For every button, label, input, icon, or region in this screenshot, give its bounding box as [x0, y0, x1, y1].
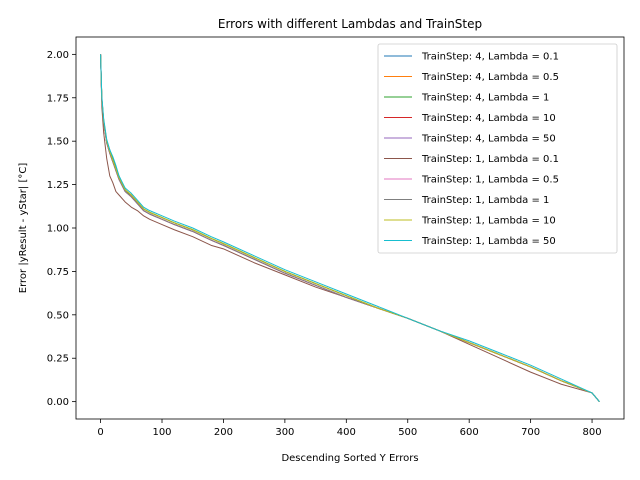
y-tick-label: 1.00 [47, 224, 69, 235]
legend-box [377, 43, 618, 254]
legend-label: TrainStep: 1, Lambda = 1 [421, 195, 549, 206]
y-tick-label: 1.25 [47, 180, 69, 191]
legend-label: TrainStep: 4, Lambda = 50 [421, 134, 556, 145]
legend-label: TrainStep: 1, Lambda = 0.1 [421, 154, 559, 165]
legend-label: TrainStep: 4, Lambda = 1 [421, 93, 549, 104]
y-tick-label: 1.50 [47, 137, 69, 148]
legend-label: TrainStep: 4, Lambda = 0.5 [421, 72, 559, 83]
legend-label: TrainStep: 1, Lambda = 50 [421, 236, 556, 247]
series-line-6 [100, 54, 600, 402]
series-line-10 [100, 54, 600, 402]
x-tick-label: 100 [152, 427, 171, 438]
x-tick-label: 500 [398, 427, 417, 438]
x-tick-label: 700 [521, 427, 540, 438]
x-axis: 0 100 200 300 400 500 600 700 800 [97, 419, 602, 438]
y-tick-label: 0.50 [47, 310, 69, 321]
y-tick-label: 1.75 [47, 93, 69, 104]
series-line-9 [100, 54, 600, 402]
y-tick-label: 0.25 [47, 354, 69, 365]
plot-area [100, 54, 600, 402]
x-tick-label: 400 [337, 427, 356, 438]
x-axis-label: Descending Sorted Y Errors [281, 453, 418, 464]
y-tick-label: 2.00 [47, 50, 69, 61]
legend-label: TrainStep: 1, Lambda = 10 [421, 216, 556, 227]
y-tick-label: 0.75 [47, 267, 69, 278]
x-tick-label: 600 [460, 427, 479, 438]
x-tick-label: 300 [275, 427, 294, 438]
x-tick-label: 0 [97, 427, 103, 438]
y-axis-label: Error |yResult - yStar| [°C] [18, 163, 29, 294]
chart-title: Errors with different Lambdas and TrainS… [218, 17, 482, 31]
y-tick-label: 0.00 [47, 397, 69, 408]
legend-label: TrainStep: 4, Lambda = 0.1 [421, 52, 559, 63]
x-tick-label: 800 [583, 427, 602, 438]
y-axis: 0.00 0.25 0.50 0.75 1.00 1.25 1.50 1.75 2.00 [47, 50, 76, 408]
legend: TrainStep: 4, Lambda = 0.1 TrainStep: 4, … [377, 43, 618, 254]
x-tick-label: 200 [214, 427, 233, 438]
legend-label: TrainStep: 4, Lambda = 10 [421, 113, 556, 124]
legend-label: TrainStep: 1, Lambda = 0.5 [421, 175, 559, 186]
